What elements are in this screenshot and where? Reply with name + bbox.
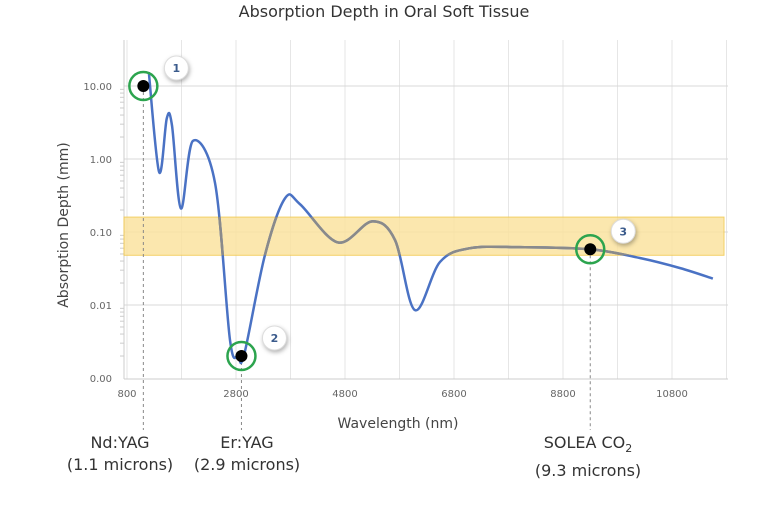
laser-detail: (9.3 microns) bbox=[534, 461, 642, 481]
x-tick-label: 10800 bbox=[656, 389, 688, 400]
y-tick-label: 0.10 bbox=[90, 228, 112, 239]
y-tick-label: 0.01 bbox=[90, 301, 112, 312]
y-axis-label: Absorption Depth (mm) bbox=[56, 142, 72, 308]
marker-ring bbox=[226, 340, 257, 372]
marker-ring bbox=[128, 70, 159, 102]
x-tick-label: 8800 bbox=[550, 389, 575, 400]
laser-label-solea: SOLEA CO2 (9.3 microns) bbox=[508, 432, 668, 482]
marker-ring bbox=[575, 234, 606, 265]
x-tick-label: 4800 bbox=[332, 389, 357, 400]
y-tick-label: 10.00 bbox=[83, 82, 112, 93]
marker-badge-label: 2 bbox=[271, 332, 279, 345]
laser-name-subscript: 2 bbox=[625, 442, 633, 456]
laser-detail: (2.9 microns) bbox=[193, 455, 301, 474]
y-tick-label: 0.00 bbox=[90, 374, 112, 385]
marker-dot bbox=[235, 350, 248, 363]
laser-name: Nd:YAG bbox=[90, 433, 150, 452]
laser-name: SOLEA CO bbox=[543, 433, 626, 452]
y-tick-label: 1.00 bbox=[90, 155, 112, 166]
absorption-curve-in-band bbox=[218, 217, 633, 256]
marker-badge bbox=[261, 325, 287, 351]
marker-badge bbox=[163, 55, 189, 81]
laser-detail: (1.1 microns) bbox=[66, 455, 174, 474]
laser-label-eryag: Er:YAG (2.9 microns) bbox=[167, 432, 327, 476]
laser-label-ndyag: Nd:YAG (1.1 microns) bbox=[40, 432, 200, 476]
marker-badge bbox=[610, 218, 636, 244]
x-tick-label: 6800 bbox=[441, 389, 466, 400]
marker-dot bbox=[584, 243, 597, 256]
chart-title: Absorption Depth in Oral Soft Tissue bbox=[238, 2, 530, 21]
x-tick-label: 2800 bbox=[223, 389, 248, 400]
marker-badge-label: 3 bbox=[619, 225, 627, 238]
marker-dot bbox=[137, 80, 150, 92]
x-tick-label: 800 bbox=[117, 389, 136, 400]
marker-badge-label: 1 bbox=[173, 62, 181, 75]
laser-name: Er:YAG bbox=[220, 433, 274, 452]
x-axis-label: Wavelength (nm) bbox=[338, 416, 459, 432]
